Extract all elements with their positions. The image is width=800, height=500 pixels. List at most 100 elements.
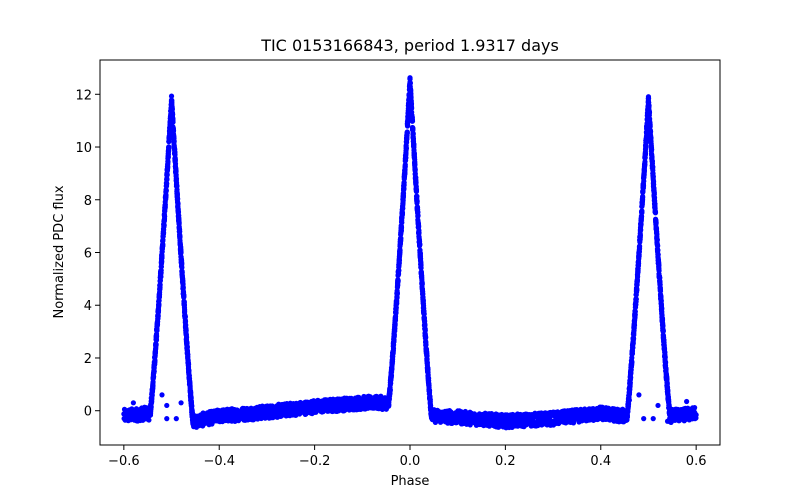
data-point — [175, 196, 181, 202]
data-point — [166, 128, 173, 134]
data-point — [628, 358, 635, 364]
data-point — [630, 331, 636, 337]
data-point — [150, 374, 156, 381]
data-point — [648, 146, 655, 152]
data-point — [169, 105, 175, 112]
x-axis-ticks: −0.6 −0.4 −0.2 0.0 0.2 0.4 0.6 — [108, 445, 706, 469]
data-point — [395, 269, 401, 275]
data-point — [394, 290, 400, 296]
data-point — [636, 253, 642, 259]
outlier-point — [641, 416, 647, 422]
data-point — [627, 380, 633, 386]
data-point — [158, 264, 164, 270]
outlier-point — [664, 418, 671, 424]
data-point — [169, 99, 175, 105]
data-point — [624, 417, 630, 423]
data-point — [422, 326, 428, 332]
data-point — [404, 121, 410, 127]
outlier-point — [130, 400, 136, 406]
data-point — [160, 238, 166, 244]
data-point — [652, 210, 659, 216]
data-point — [156, 301, 162, 308]
outlier-point — [173, 416, 179, 422]
data-point — [401, 174, 407, 180]
data-point — [413, 183, 419, 190]
data-point — [667, 411, 673, 417]
outlier-point — [636, 392, 642, 398]
data-point — [186, 368, 192, 374]
data-point — [391, 336, 397, 342]
outlier-point — [684, 398, 690, 405]
data-point — [173, 168, 179, 174]
data-point — [660, 322, 666, 329]
data-point — [153, 343, 159, 349]
data-point — [631, 323, 637, 330]
data-point — [190, 420, 196, 426]
data-point — [185, 359, 191, 366]
data-point — [651, 179, 657, 185]
outlier-point — [655, 402, 661, 409]
data-point — [391, 327, 398, 333]
outlier-point — [669, 416, 675, 422]
data-point — [400, 194, 406, 200]
data-point — [390, 343, 396, 349]
data-point — [182, 313, 188, 319]
data-point — [385, 397, 392, 404]
y-tick-label: 6 — [84, 247, 92, 262]
data-point — [177, 234, 183, 240]
data-point — [410, 126, 416, 132]
data-point — [424, 349, 430, 355]
outlier-point — [164, 402, 170, 409]
data-point — [153, 334, 159, 340]
data-point — [645, 96, 651, 102]
data-point — [657, 275, 663, 281]
data-point — [159, 244, 165, 251]
data-point — [654, 231, 660, 237]
data-point — [173, 176, 180, 182]
data-point — [183, 326, 189, 332]
data-point — [405, 114, 411, 120]
data-point — [164, 170, 170, 176]
data-point — [640, 175, 647, 182]
data-point — [400, 187, 407, 193]
chart-title: TIC 0153166843, period 1.9317 days — [260, 36, 559, 55]
data-point — [414, 193, 420, 200]
outlier-point — [164, 416, 170, 422]
data-point — [650, 163, 656, 170]
data-point — [149, 391, 155, 397]
data-point — [160, 229, 166, 235]
data-point — [412, 166, 418, 172]
x-tick-label: 0.4 — [590, 454, 611, 469]
data-point — [163, 189, 169, 195]
data-point — [386, 403, 392, 409]
y-tick-label: 2 — [84, 352, 92, 367]
data-point — [393, 298, 399, 304]
data-point — [647, 123, 653, 129]
data-point — [417, 242, 423, 248]
data-point — [640, 189, 646, 195]
x-tick-label: −0.2 — [299, 454, 331, 469]
x-tick-label: −0.4 — [203, 454, 235, 469]
data-point — [407, 76, 413, 82]
data-point — [409, 117, 415, 123]
x-tick-label: −0.6 — [108, 454, 140, 469]
data-point — [402, 167, 408, 173]
data-point — [172, 152, 178, 158]
y-tick-label: 10 — [75, 141, 92, 156]
y-axis-label: Normalized PDC flux — [52, 185, 67, 318]
data-point — [644, 123, 650, 129]
data-point — [161, 221, 167, 228]
data-point — [392, 309, 399, 316]
data-point — [181, 293, 187, 300]
data-point — [624, 409, 630, 416]
data-point — [655, 243, 661, 249]
data-point — [413, 179, 419, 185]
data-point — [397, 242, 403, 248]
data-point — [399, 210, 405, 216]
data-point — [168, 93, 175, 99]
data-point — [188, 390, 194, 396]
outlier-point — [650, 416, 656, 422]
x-tick-label: 0.6 — [686, 454, 707, 469]
x-tick-label: 0.2 — [495, 454, 516, 469]
data-point — [179, 268, 185, 274]
